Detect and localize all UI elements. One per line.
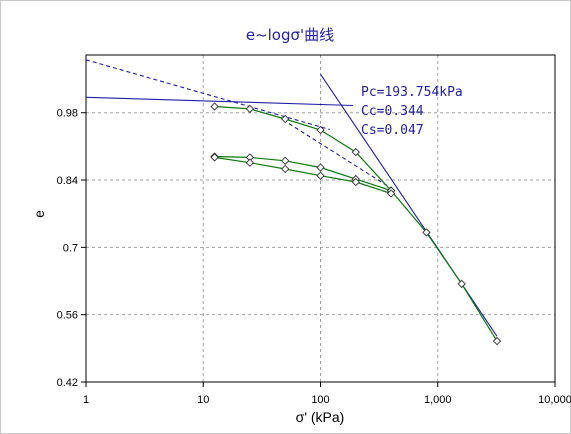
data-point	[351, 147, 360, 157]
data-point	[245, 158, 255, 167]
construction-lines	[85, 59, 498, 337]
x-tick-label: 100	[311, 394, 329, 406]
annotation-label: Cs=0.047	[361, 123, 424, 138]
construction-line-bisector	[282, 119, 392, 189]
series-line-unload-reload-1	[214, 155, 392, 192]
axis-ticks: 1 10 100 1,000 10,000 0.42 0.56 0.7 0.84 0.98	[57, 108, 571, 406]
data-point	[316, 171, 325, 180]
data-point	[351, 177, 360, 187]
data-point	[210, 102, 219, 111]
data-point	[281, 164, 290, 174]
x-axis-label: σ' (kPa)	[296, 409, 345, 425]
data-point	[245, 153, 255, 162]
series-line-loading	[214, 105, 498, 342]
x-tick-label: 1,000	[424, 394, 452, 406]
data-point	[316, 163, 325, 172]
y-tick-label: 0.56	[57, 310, 78, 322]
data-point	[422, 228, 431, 237]
annotations: Pc=193.754kPa Cc=0.344 Cs=0.047	[361, 85, 463, 138]
data-point	[457, 279, 466, 289]
y-tick-label: 0.84	[57, 175, 78, 187]
chart-title: e~logσ'曲线	[246, 26, 334, 44]
x-tick-label: 10,000	[538, 394, 571, 406]
data-series	[210, 102, 502, 346]
data-point	[316, 125, 325, 135]
y-tick-label: 0.7	[63, 242, 78, 254]
y-axis-label: e	[31, 210, 47, 218]
data-point	[281, 114, 290, 124]
data-point	[210, 153, 219, 162]
annotation-label: Cc=0.344	[361, 104, 424, 119]
series-line-unload-reload-2	[214, 156, 392, 195]
x-tick-label: 10	[197, 394, 209, 406]
x-tick-label: 1	[83, 394, 89, 406]
y-tick-label: 0.42	[57, 377, 78, 389]
construction-line-horizontal	[85, 96, 354, 107]
annotation-label: Pc=193.754kPa	[361, 85, 463, 100]
grid	[86, 55, 555, 383]
construction-line-tangent	[85, 59, 330, 131]
data-point	[245, 104, 255, 114]
y-tick-label: 0.98	[57, 108, 78, 120]
data-point	[492, 336, 502, 346]
data-point	[386, 189, 396, 198]
data-point	[281, 156, 290, 165]
